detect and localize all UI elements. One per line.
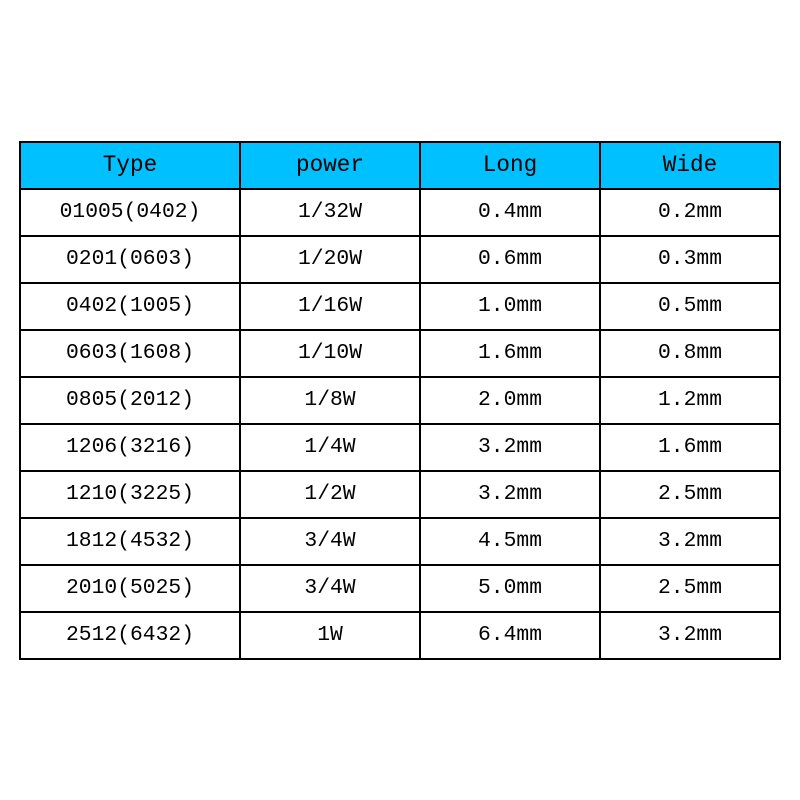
table-row: 0201(0603)1/20W0.6mm0.3mm (20, 236, 780, 283)
table-header-cell: power (240, 142, 420, 189)
table-cell: 1/10W (240, 330, 420, 377)
table-cell: 1/8W (240, 377, 420, 424)
table-header-row: TypepowerLongWide (20, 142, 780, 189)
table-cell: 2.5mm (600, 471, 780, 518)
smd-size-table: TypepowerLongWide 01005(0402)1/32W0.4mm0… (19, 141, 781, 660)
table-row: 1210(3225)1/2W3.2mm2.5mm (20, 471, 780, 518)
table-cell: 1.6mm (420, 330, 600, 377)
table-row: 0402(1005)1/16W1.0mm0.5mm (20, 283, 780, 330)
table-cell: 0.5mm (600, 283, 780, 330)
table-cell: 2010(5025) (20, 565, 240, 612)
table-row: 2512(6432)1W6.4mm3.2mm (20, 612, 780, 659)
table-cell: 0.8mm (600, 330, 780, 377)
table-cell: 3.2mm (600, 612, 780, 659)
table-cell: 01005(0402) (20, 189, 240, 236)
table-cell: 2512(6432) (20, 612, 240, 659)
table-row: 1206(3216)1/4W3.2mm1.6mm (20, 424, 780, 471)
table-cell: 1.6mm (600, 424, 780, 471)
table-cell: 3.2mm (420, 471, 600, 518)
table-cell: 6.4mm (420, 612, 600, 659)
table-cell: 0402(1005) (20, 283, 240, 330)
table-cell: 1/32W (240, 189, 420, 236)
table-cell: 1.0mm (420, 283, 600, 330)
table-cell: 5.0mm (420, 565, 600, 612)
table-cell: 3.2mm (600, 518, 780, 565)
table-cell: 1W (240, 612, 420, 659)
table-cell: 3.2mm (420, 424, 600, 471)
table-cell: 2.0mm (420, 377, 600, 424)
table-header-cell: Wide (600, 142, 780, 189)
table-row: 0603(1608)1/10W1.6mm0.8mm (20, 330, 780, 377)
table-row: 0805(2012)1/8W2.0mm1.2mm (20, 377, 780, 424)
table-cell: 0603(1608) (20, 330, 240, 377)
table-cell: 0201(0603) (20, 236, 240, 283)
table-cell: 1210(3225) (20, 471, 240, 518)
table-cell: 1/20W (240, 236, 420, 283)
table-cell: 3/4W (240, 565, 420, 612)
table-cell: 0.3mm (600, 236, 780, 283)
table-row: 1812(4532)3/4W4.5mm3.2mm (20, 518, 780, 565)
table-cell: 4.5mm (420, 518, 600, 565)
table-header-cell: Long (420, 142, 600, 189)
table-cell: 1.2mm (600, 377, 780, 424)
table-cell: 1/2W (240, 471, 420, 518)
table-cell: 0.6mm (420, 236, 600, 283)
table-cell: 3/4W (240, 518, 420, 565)
table-cell: 1/16W (240, 283, 420, 330)
table-header-cell: Type (20, 142, 240, 189)
table-cell: 1812(4532) (20, 518, 240, 565)
table-cell: 0.4mm (420, 189, 600, 236)
table-cell: 0.2mm (600, 189, 780, 236)
table-cell: 1/4W (240, 424, 420, 471)
table-row: 2010(5025)3/4W5.0mm2.5mm (20, 565, 780, 612)
table-cell: 0805(2012) (20, 377, 240, 424)
table-cell: 2.5mm (600, 565, 780, 612)
table-cell: 1206(3216) (20, 424, 240, 471)
table-row: 01005(0402)1/32W0.4mm0.2mm (20, 189, 780, 236)
